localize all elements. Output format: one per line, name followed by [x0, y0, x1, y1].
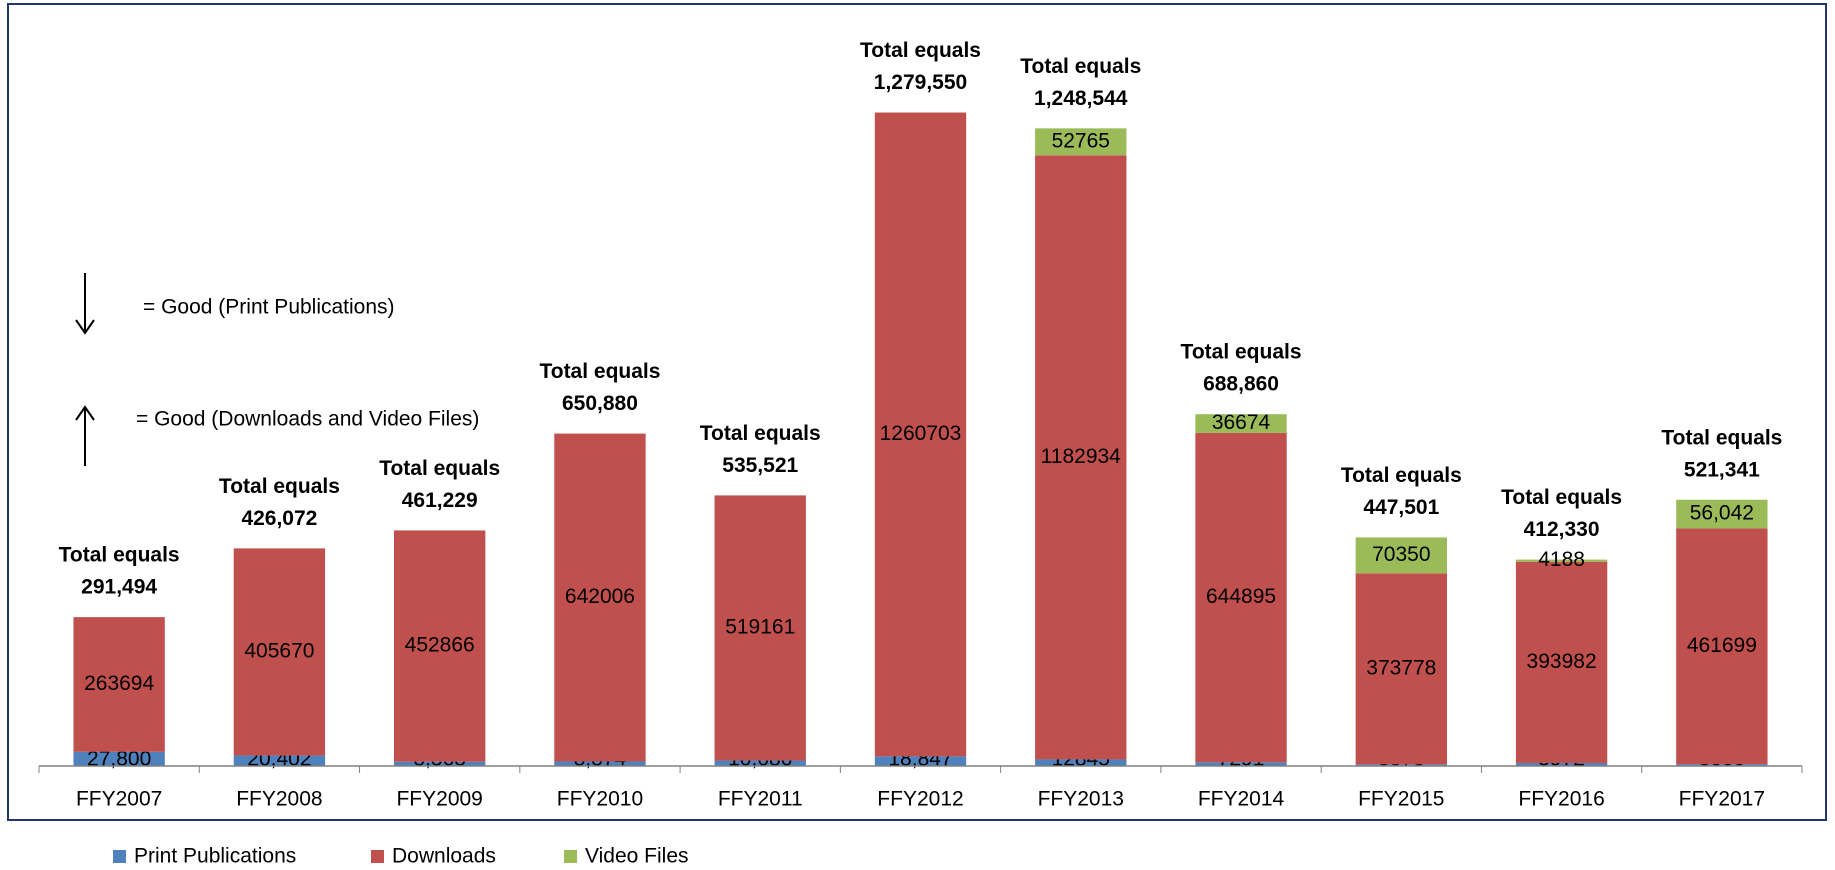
value-label: 1260703: [880, 422, 962, 445]
total-label: 426,072: [241, 507, 317, 530]
total-prefix: Total equals: [860, 39, 981, 62]
total-label: 1,248,544: [1034, 87, 1128, 110]
total-prefix: Total equals: [700, 422, 821, 445]
x-tick-label: FFY2012: [877, 788, 963, 811]
bar-segment: [554, 433, 646, 762]
bar-segment: [1355, 573, 1447, 765]
bar-segment: [233, 548, 326, 756]
total-prefix: Total equals: [59, 544, 180, 567]
up-arrow-head: [75, 405, 95, 421]
x-tick-label: FFY2017: [1679, 788, 1765, 811]
value-label: 263694: [84, 672, 154, 695]
total-label: 412,330: [1524, 518, 1600, 541]
total-prefix: Total equals: [379, 457, 500, 480]
value-label: 52765: [1052, 129, 1110, 152]
total-label: 650,880: [562, 392, 638, 415]
bar-segment: [1195, 762, 1287, 766]
bar-segment: [233, 755, 326, 766]
total-prefix: Total equals: [539, 360, 660, 383]
legend-label: Print Publications: [134, 845, 296, 868]
bar-segment: [73, 617, 165, 752]
total-label: 1,279,550: [874, 71, 967, 94]
x-tick-label: FFY2013: [1038, 788, 1124, 811]
bar-segment: [1035, 759, 1127, 766]
note: = Good (Downloads and Video Files): [136, 408, 479, 431]
total-label: 535,521: [722, 454, 798, 477]
note: = Good (Print Publications): [143, 296, 395, 319]
bar-segment: [73, 751, 165, 766]
legend-label: Downloads: [392, 845, 496, 868]
plot-border: [7, 3, 1827, 821]
total-label: 447,501: [1363, 496, 1439, 519]
legend-label: Video Files: [585, 845, 689, 868]
value-label: 27,800: [87, 748, 151, 771]
value-label: 519161: [725, 616, 795, 639]
value-label: 405670: [244, 640, 314, 663]
x-tick-label: FFY2014: [1198, 788, 1285, 811]
x-tick-label: FFY2008: [236, 788, 322, 811]
total-label: 521,341: [1684, 458, 1760, 481]
bar-segment: [1355, 764, 1447, 766]
bar-segment: [1676, 499, 1768, 529]
total-prefix: Total equals: [1661, 426, 1782, 449]
bar-segment: [394, 530, 486, 762]
x-tick-label: FFY2011: [718, 788, 803, 811]
total-prefix: Total equals: [1181, 341, 1302, 364]
x-tick-label: FFY2007: [76, 788, 162, 811]
total-label: 291,494: [81, 576, 157, 599]
bar-segment: [1515, 561, 1608, 763]
x-tick-label: FFY2016: [1518, 788, 1604, 811]
value-label: 56,042: [1690, 502, 1754, 525]
bar-segment: [1355, 537, 1447, 574]
bar-segment: [1676, 764, 1768, 766]
value-label: 461699: [1687, 634, 1757, 657]
bar-segment: [1035, 155, 1127, 760]
x-tick-label: FFY2009: [396, 788, 482, 811]
total-label: 688,860: [1203, 373, 1279, 396]
value-label: 644895: [1206, 585, 1276, 608]
value-label: 642006: [565, 585, 635, 608]
value-label: 4188: [1538, 548, 1585, 571]
legend-swatch: [371, 850, 384, 863]
value-label: 393982: [1527, 650, 1597, 673]
total-prefix: Total equals: [219, 475, 340, 498]
bar-segment: [714, 495, 806, 761]
x-tick-label: FFY2015: [1358, 788, 1444, 811]
bar-segment: [1035, 128, 1127, 156]
value-label: 1182934: [1041, 445, 1122, 468]
down-arrow-head: [75, 319, 95, 335]
legend-swatch: [564, 850, 577, 863]
value-label: 373778: [1366, 656, 1436, 679]
total-prefix: Total equals: [1341, 464, 1462, 487]
bar-segment: [1195, 414, 1287, 433]
bar-segment: [874, 112, 967, 757]
bar-segment: [714, 760, 806, 766]
bar-segment: [1515, 762, 1608, 766]
total-label: 461,229: [402, 489, 478, 512]
value-label: 452866: [405, 634, 475, 657]
total-prefix: Total equals: [1020, 55, 1141, 78]
value-label: 70350: [1372, 543, 1430, 566]
bar-segment: [1515, 559, 1608, 562]
bar-segment: [1195, 432, 1287, 763]
bar-segment: [554, 761, 646, 766]
value-label: 36674: [1212, 411, 1271, 434]
legend-swatch: [113, 850, 126, 863]
total-prefix: Total equals: [1501, 486, 1622, 509]
bar-segment: [874, 756, 967, 766]
x-tick-label: FFY2010: [557, 788, 643, 811]
bar-segment: [394, 761, 486, 766]
bar-segment: [1676, 528, 1768, 765]
